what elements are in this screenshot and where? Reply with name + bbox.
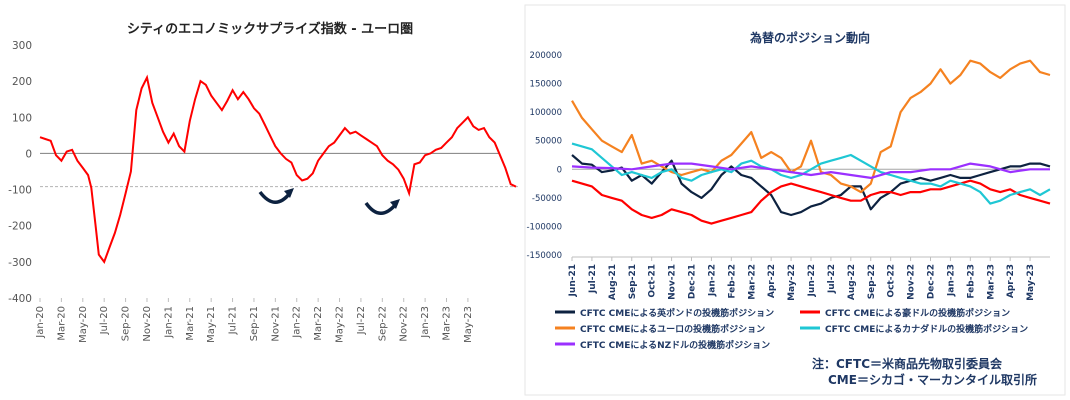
x-tick-label: Dec-21 xyxy=(688,264,698,299)
x-tick-label: Mar-21 xyxy=(185,306,196,341)
x-tick-label: Jan-20 xyxy=(35,306,46,339)
x-tick-label: Jan-21 xyxy=(163,306,174,339)
y-tick-label: -50000 xyxy=(532,194,562,204)
x-tick-label: Aug-21 xyxy=(608,264,618,300)
x-tick-label: Mar-22 xyxy=(747,264,757,300)
x-tick-label: Aug-22 xyxy=(847,264,857,300)
arrow-head-icon xyxy=(284,188,294,198)
series-line-3 xyxy=(571,142,1051,205)
legend-label-0: CFTC CMEによる英ポンドの投機筋ポジション xyxy=(580,307,774,319)
legend-label-1: CFTC CMEによる豪ドルの投機筋ポジション xyxy=(825,307,1010,319)
x-tick-label: Jan-23 xyxy=(946,264,956,297)
x-tick-label: Jul-22 xyxy=(827,264,837,294)
series-line-4 xyxy=(571,162,1050,179)
legend-label-4: CFTC CMEによるNZドルの投機筋ポジション xyxy=(580,339,770,351)
y-tick-label: -200 xyxy=(8,221,32,233)
footnote-line-1: 注：CFTC＝米商品先物取引委員会 xyxy=(812,357,1002,371)
x-tick-label: Apr-22 xyxy=(767,264,777,298)
x-tick-label: Mar-22 xyxy=(313,306,324,341)
y-tick-label: 200000 xyxy=(530,51,562,61)
x-tick-label: Jun-22 xyxy=(807,264,817,297)
x-tick-label: Jul-20 xyxy=(99,306,110,335)
right-chart-fx-positions: 為替のポジション動向 200000 150000 100000 50000 0 -50000… xyxy=(524,4,1066,396)
x-tick-label: Jul-21 xyxy=(588,264,598,294)
x-tick-label: Feb-22 xyxy=(727,264,737,299)
y-tick-label: -150000 xyxy=(526,251,562,261)
x-tick-label: Mar-23 xyxy=(986,264,996,300)
series-line-0 xyxy=(39,74,517,264)
y-tick-label: 200 xyxy=(12,76,32,88)
y-tick-label: 0 xyxy=(25,148,32,160)
footnote: 注：CFTC＝米商品先物取引委員会 CME＝シカゴ・マーカンタイル取引所 xyxy=(812,356,1037,388)
legend-label-3: CFTC CMEによるカナダドルの投機筋ポジション xyxy=(825,323,1028,335)
x-tick-label: May-22 xyxy=(335,306,346,343)
x-tick-label: May-20 xyxy=(78,306,89,343)
y-tick-label: -100000 xyxy=(526,222,562,232)
y-tick-label: 50000 xyxy=(535,137,562,147)
x-tick-label: Sep-22 xyxy=(867,264,877,299)
y-tick-label: 100 xyxy=(12,112,32,124)
x-tick-label: Feb-23 xyxy=(966,264,976,299)
y-tick-label: -300 xyxy=(8,257,32,269)
legend-label-2: CFTC CMEによるユーロの投機筋ポジション xyxy=(580,323,765,335)
x-tick-label: Jul-22 xyxy=(356,306,367,335)
y-tick-label: 300 xyxy=(12,40,32,52)
chart-border xyxy=(524,4,1066,396)
series-line-0 xyxy=(571,154,1051,217)
x-tick-label: Nov-21 xyxy=(270,306,281,342)
x-tick-label: May-23 xyxy=(1026,264,1036,301)
chart-title: 為替のポジション動向 xyxy=(750,30,870,45)
x-tick-label: Oct-21 xyxy=(648,264,658,298)
curved-arrow-sep-21 xyxy=(258,190,292,204)
x-tick-label: Jan-22 xyxy=(292,306,303,339)
x-tick-label: Jun-21 xyxy=(568,264,578,297)
y-tick-label: 0 xyxy=(557,165,562,175)
footnote-line-2: CME＝シカゴ・マーカンタイル取引所 xyxy=(828,373,1037,387)
x-tick-label: Sep-22 xyxy=(377,306,388,341)
x-tick-label: Dec-22 xyxy=(927,264,937,299)
left-chart-surprise-index: シティのエコノミックサプライズ指数 - ユーロ圏 300 200 100 0 -100 -2… xyxy=(8,21,520,343)
y-tick-label: 150000 xyxy=(530,80,562,90)
x-tick-label: May-21 xyxy=(206,306,217,343)
x-tick-label: Oct-22 xyxy=(887,264,897,298)
x-tick-label: Sep-21 xyxy=(249,306,260,341)
x-tick-label: May-23 xyxy=(463,306,474,343)
series-line-1 xyxy=(571,179,1051,225)
x-tick-label: Jan-23 xyxy=(420,306,431,339)
x-tick-label: Nov-22 xyxy=(907,264,917,300)
x-tick-label: May-22 xyxy=(787,264,797,301)
x-tick-label: Nov-21 xyxy=(668,264,678,300)
x-tick-label: Nov-20 xyxy=(142,306,153,342)
x-tick-label: Sep-21 xyxy=(628,264,638,299)
y-tick-label: 100000 xyxy=(530,108,562,118)
x-tick-label: Apr-23 xyxy=(1006,264,1016,298)
x-tick-label: Mar-23 xyxy=(442,306,453,341)
chart-title: シティのエコノミックサプライズ指数 - ユーロ圏 xyxy=(127,21,413,37)
arrow-head-icon xyxy=(390,199,400,209)
x-tick-label: Nov-22 xyxy=(399,306,410,342)
x-tick-label: Jan-22 xyxy=(707,264,717,297)
series-line-2 xyxy=(571,59,1051,194)
y-tick-label: -400 xyxy=(8,293,32,305)
x-tick-label: Sep-20 xyxy=(121,306,132,341)
x-tick-label: Jul-21 xyxy=(228,306,239,335)
x-tick-label: Mar-20 xyxy=(56,306,67,341)
curved-arrow-jul-22 xyxy=(364,201,398,215)
y-tick-label: -100 xyxy=(8,185,32,197)
